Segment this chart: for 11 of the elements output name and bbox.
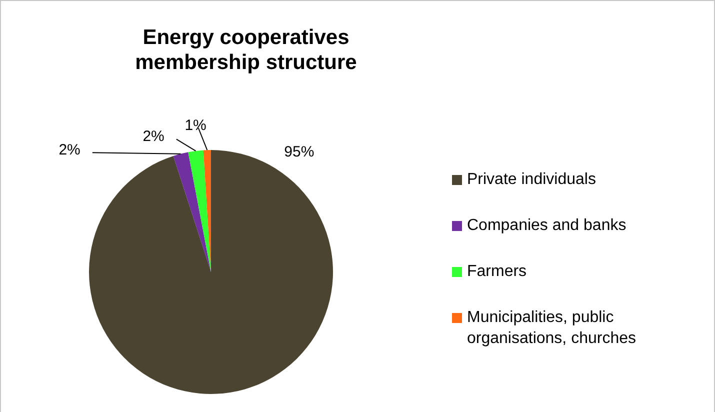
legend-label: Municipalities, public organisations, churches — [467, 309, 636, 348]
data-label: 2% — [142, 128, 164, 146]
chart-title: Energy cooperatives membership structure — [135, 26, 357, 74]
data-label: 2% — [58, 142, 80, 159]
legend-label: Private individuals — [467, 171, 596, 188]
legend-label: Farmers — [467, 263, 527, 280]
pie-slice — [173, 152, 211, 272]
data-label: 1% — [184, 117, 206, 134]
legend-label: Companies and banks — [467, 217, 626, 234]
data-label: 95% — [284, 144, 314, 161]
pie-slice — [188, 150, 211, 272]
